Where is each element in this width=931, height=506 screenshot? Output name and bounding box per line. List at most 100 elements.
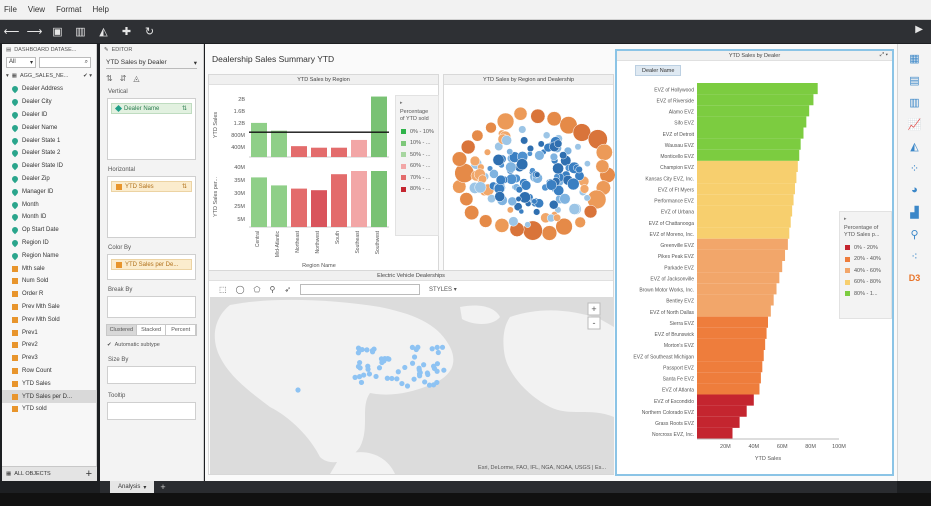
bubble[interactable] [513, 202, 523, 212]
bar[interactable] [371, 171, 387, 227]
editor-tab[interactable]: ✎ EDITOR [100, 44, 203, 55]
bar[interactable] [697, 127, 804, 139]
zoom-in-button[interactable] [587, 302, 601, 316]
field-item[interactable]: Op Start Date [2, 224, 96, 237]
dealership-point[interactable] [435, 349, 441, 356]
dealership-point[interactable] [424, 370, 430, 376]
bubble[interactable] [471, 129, 484, 142]
dealership-point[interactable] [394, 376, 400, 382]
field-item[interactable]: Prev Mth Sold [2, 313, 96, 326]
bubble[interactable] [553, 139, 563, 148]
bubble[interactable] [507, 196, 517, 207]
dealership-point[interactable] [382, 355, 388, 362]
dealership-point[interactable] [426, 382, 433, 388]
bubble[interactable] [451, 151, 468, 167]
dataset-row[interactable]: ▾ ▦ AGG_SALES_NE... ✔ ▾ [2, 69, 96, 83]
zoom-out-button[interactable] [587, 316, 601, 330]
bubble[interactable] [549, 199, 559, 210]
bubble[interactable] [531, 198, 538, 205]
analysis-tab[interactable]: Analysis ▾ [110, 481, 155, 493]
legend-arrow-icon[interactable]: ▸ [844, 216, 847, 222]
menu-view[interactable]: View [27, 5, 46, 14]
field-item[interactable]: Mth sale [2, 262, 96, 275]
dealership-point[interactable] [358, 379, 365, 386]
lasso-icon[interactable]: ⬠ [253, 284, 261, 294]
dealership-point[interactable] [416, 365, 422, 371]
bar[interactable] [697, 216, 791, 228]
bubble[interactable] [489, 169, 499, 179]
add-visual-icon[interactable]: ▥ [75, 26, 86, 38]
field-item[interactable]: Dealer Name [2, 121, 96, 134]
bar[interactable] [697, 261, 783, 273]
dealership-point[interactable] [431, 382, 437, 388]
bar[interactable] [697, 205, 793, 217]
legend-item[interactable]: 80% - ... [396, 183, 438, 195]
dealership-point[interactable] [361, 372, 367, 378]
bar[interactable] [697, 416, 740, 428]
bubble[interactable] [559, 193, 571, 205]
menu-file[interactable]: File [4, 5, 17, 14]
field-item[interactable]: Prev3 [2, 352, 96, 365]
bar[interactable] [697, 338, 766, 350]
back-icon[interactable]: ⟵ [3, 26, 20, 38]
dealership-point[interactable] [295, 387, 301, 393]
bubble[interactable] [479, 214, 493, 228]
dealership-point[interactable] [421, 362, 427, 368]
line-chart-icon[interactable]: 📈 [907, 118, 922, 131]
bubble[interactable] [546, 111, 562, 127]
field-search-input[interactable]: ⌕ [39, 56, 91, 68]
bar[interactable] [697, 249, 786, 261]
bar[interactable] [697, 105, 810, 117]
bar[interactable] [697, 383, 760, 395]
bubble[interactable] [533, 208, 541, 216]
bar[interactable] [291, 146, 307, 157]
field-item[interactable]: Region ID [2, 237, 96, 250]
bubble[interactable] [492, 154, 505, 166]
bubble-chart-icon[interactable]: ⁘ [909, 162, 920, 175]
field-item[interactable]: Month ID [2, 211, 96, 224]
dealership-point[interactable] [417, 373, 423, 379]
bar[interactable] [697, 227, 790, 239]
dealership-point[interactable] [365, 366, 371, 372]
add-sheet-icon[interactable]: + [160, 482, 166, 492]
bubble[interactable] [568, 203, 581, 215]
dealership-point[interactable] [429, 346, 435, 352]
field-item[interactable]: Dealer State 2 [2, 147, 96, 160]
bar[interactable] [697, 350, 764, 362]
dealer-bar-chart[interactable]: EVZ of Hollywood EVZ of Riverside Alamo EV… [617, 63, 892, 473]
legend-item[interactable]: 0% - 20% [840, 242, 891, 254]
legend-item[interactable]: 50% - ... [396, 149, 438, 161]
bar[interactable] [251, 122, 267, 157]
forward-icon[interactable]: ⟶ [26, 26, 43, 38]
dealership-point[interactable] [373, 373, 379, 380]
bar[interactable] [697, 83, 818, 95]
crosstab-icon[interactable]: ▤ [909, 74, 920, 87]
sort-icon[interactable]: ⇅ [181, 106, 187, 112]
bubble[interactable] [516, 158, 529, 171]
bar[interactable] [271, 130, 287, 157]
bar[interactable] [697, 361, 763, 373]
legend-item[interactable]: 40% - 60% [840, 265, 891, 277]
bar-chart-icon[interactable]: ▥ [909, 96, 920, 109]
play-icon[interactable]: ▶ [915, 24, 923, 35]
circle-select-icon[interactable]: ◯ [235, 284, 245, 294]
dealership-point[interactable] [402, 364, 408, 371]
region-bar-chart[interactable]: 2B 1.6B 1.2B 800M 400M YTD Sales 40M 35M 30M 25M 5… [209, 85, 440, 311]
rectangle-select-icon[interactable]: ⬚ [219, 284, 227, 294]
bubble[interactable] [584, 160, 591, 167]
field-item[interactable]: YTD Sales [2, 377, 96, 390]
bubble[interactable] [559, 151, 568, 160]
bar[interactable] [697, 294, 774, 306]
bubble[interactable] [527, 150, 533, 157]
styles-button[interactable]: STYLES ▾ [429, 286, 457, 293]
dealership-point[interactable] [366, 371, 373, 377]
bubble[interactable] [459, 192, 474, 206]
bubble[interactable] [485, 121, 497, 134]
bar[interactable] [697, 394, 754, 406]
pie-chart-icon[interactable]: ◕ [911, 184, 918, 196]
expand-icon[interactable]: ⤢ ▾ [879, 52, 888, 58]
bubble[interactable] [505, 161, 517, 173]
bubble[interactable] [520, 136, 529, 145]
bubble[interactable] [518, 208, 525, 215]
bubble[interactable] [541, 225, 558, 241]
